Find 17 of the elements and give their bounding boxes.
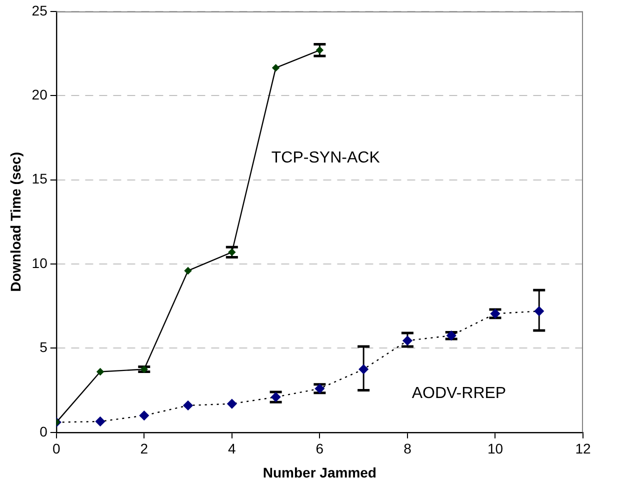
x-tick-label: 8 [404,440,412,457]
y-tick-label: 0 [40,423,48,440]
y-tick-label: 20 [32,86,48,102]
series-label: TCP-SYN-ACK [271,149,380,166]
x-axis-title: Number Jammed [262,464,376,480]
y-tick-label: 15 [32,170,48,187]
y-tick-label: 5 [40,339,48,356]
x-tick-label: 2 [140,440,148,457]
x-tick-label: 10 [487,440,504,457]
x-tick-label: 4 [228,440,236,457]
y-axis-title: Download Time (sec) [7,152,24,292]
y-tick-label: 25 [32,2,48,18]
text: AODV-RREP [412,385,506,402]
x-tick-label: 6 [316,440,324,457]
x-tick-label: 12 [575,440,591,457]
y-tick-label: 10 [32,254,48,271]
x-tick-label: 0 [52,440,60,457]
